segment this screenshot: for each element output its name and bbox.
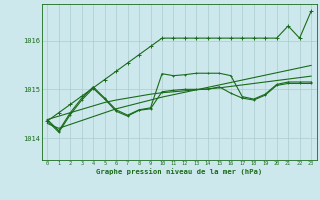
X-axis label: Graphe pression niveau de la mer (hPa): Graphe pression niveau de la mer (hPa) <box>96 168 262 175</box>
